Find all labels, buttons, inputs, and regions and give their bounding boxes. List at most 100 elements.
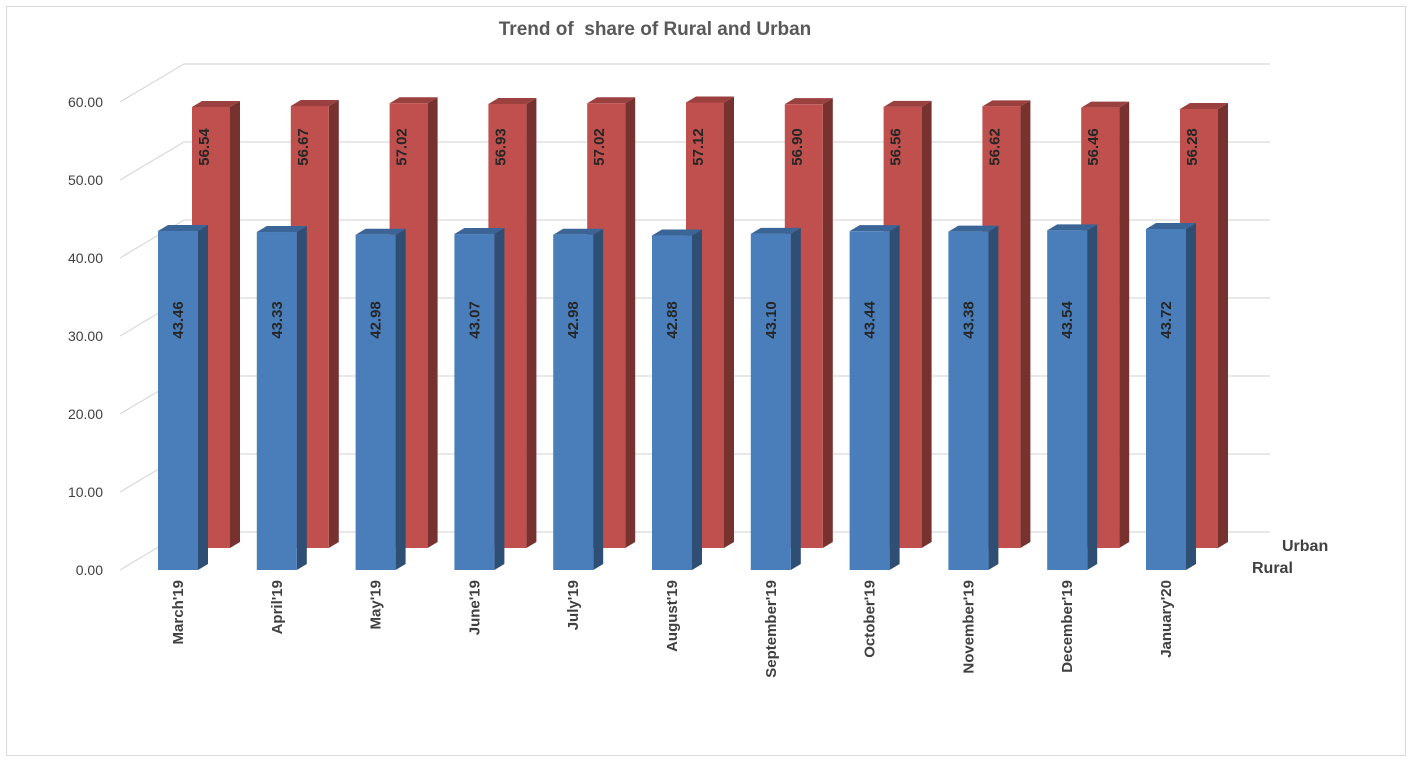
x-tick-label: March'19 [170, 580, 187, 644]
rural-data-label: 43.10 [763, 301, 780, 339]
bar-side [427, 97, 438, 548]
urban-data-label: 57.02 [394, 128, 411, 166]
bar-side [593, 228, 604, 571]
bar-top [982, 100, 1031, 107]
bar-front [454, 234, 495, 570]
bar-top [389, 97, 438, 104]
rural-bar [256, 226, 307, 570]
bar-side [889, 225, 900, 570]
bar-front [1047, 230, 1088, 570]
rural-data-label: 43.33 [269, 301, 286, 339]
x-tick-label: January'20 [1158, 580, 1175, 658]
bar-top [652, 229, 702, 236]
bar-top [192, 100, 240, 107]
bar-top [849, 225, 900, 232]
rural-data-label: 43.44 [862, 301, 879, 339]
bar-side [988, 225, 999, 571]
bar-top [948, 225, 999, 232]
rural-data-label: 42.88 [664, 301, 681, 339]
rural-data-label: 42.98 [368, 301, 385, 339]
bar-front [948, 231, 989, 571]
bar-side [494, 228, 505, 570]
bar-side [921, 100, 932, 548]
bar-top [587, 97, 636, 104]
y-tick-label: 10.00 [68, 484, 103, 500]
rural-data-label: 43.54 [1059, 301, 1076, 339]
urban-bar-group [290, 99, 339, 548]
rural-bar [355, 228, 406, 571]
x-tick-label: December'19 [1059, 580, 1076, 673]
bar-top [1081, 101, 1130, 108]
bar-side [1119, 101, 1130, 548]
bar-top [355, 228, 406, 235]
rural-data-label: 43.38 [960, 301, 977, 339]
bar-top [256, 226, 307, 233]
bar-side [230, 100, 240, 548]
y-tick-label: 40.00 [68, 250, 103, 266]
urban-data-label: 56.28 [1184, 128, 1201, 166]
chart-title: Trend of share of Rural and Urban [499, 19, 812, 40]
series-label-urban: Urban [1282, 538, 1328, 555]
rural-data-label: 43.07 [466, 301, 483, 339]
bar-top [553, 228, 604, 235]
bar-top [1180, 103, 1228, 110]
y-tick-label: 0.00 [76, 562, 103, 578]
bar-side [724, 96, 734, 549]
y-tick-label: 30.00 [68, 328, 103, 344]
y-tick-label: 60.00 [68, 94, 103, 110]
bar-side [526, 97, 537, 549]
y-tick-label: 50.00 [68, 172, 103, 188]
y-tick-label: 20.00 [68, 406, 103, 422]
urban-data-label: 57.02 [591, 128, 608, 166]
rural-bar [454, 228, 505, 570]
rural-data-label: 43.72 [1158, 301, 1175, 339]
x-tick-label: June'19 [466, 580, 483, 635]
urban-data-label: 56.67 [295, 128, 312, 166]
x-tick-label: August'19 [664, 580, 681, 652]
bar-side [395, 228, 406, 571]
bar-top [488, 97, 537, 104]
bar-top [750, 227, 801, 234]
urban-data-label: 57.12 [690, 128, 707, 166]
bar-top [290, 99, 339, 106]
urban-data-label: 56.93 [492, 128, 509, 166]
bar-side [1087, 224, 1098, 570]
bar-side [198, 225, 208, 570]
bar-side [1186, 222, 1196, 570]
urban-data-label: 56.46 [1085, 128, 1102, 166]
bar-front [158, 231, 198, 570]
gridline [119, 63, 1270, 103]
rural-bar [849, 225, 900, 570]
urban-bar [290, 99, 339, 548]
bar-side [822, 98, 833, 549]
bar-top [883, 100, 932, 107]
bar-top [454, 228, 505, 235]
bar-top [784, 98, 833, 105]
bar-side [790, 227, 801, 570]
x-tick-label: October'19 [862, 580, 879, 658]
x-tick-label: July'19 [565, 580, 582, 630]
rural-bar [750, 227, 801, 570]
bar-front [652, 235, 692, 570]
bar-side [1020, 100, 1031, 548]
bar-front [553, 234, 594, 571]
bar-side [328, 99, 339, 548]
urban-bar [784, 98, 833, 549]
x-tick-label: September'19 [763, 580, 780, 678]
bar-top [1047, 224, 1098, 231]
urban-data-label: 56.90 [789, 128, 806, 166]
bar-top [686, 96, 734, 103]
bar-front [355, 234, 396, 571]
x-tick-label: May'19 [368, 580, 385, 629]
urban-data-label: 56.56 [888, 128, 905, 166]
rural-bar [553, 228, 604, 571]
urban-data-label: 56.62 [986, 128, 1003, 166]
bar-front [256, 232, 297, 570]
rural-bar [652, 229, 702, 570]
rural-bar [948, 225, 999, 571]
urban-bar-group [784, 98, 833, 549]
bar-top [1146, 222, 1196, 229]
rural-bar [1047, 224, 1098, 570]
rural-bar [1146, 222, 1196, 570]
